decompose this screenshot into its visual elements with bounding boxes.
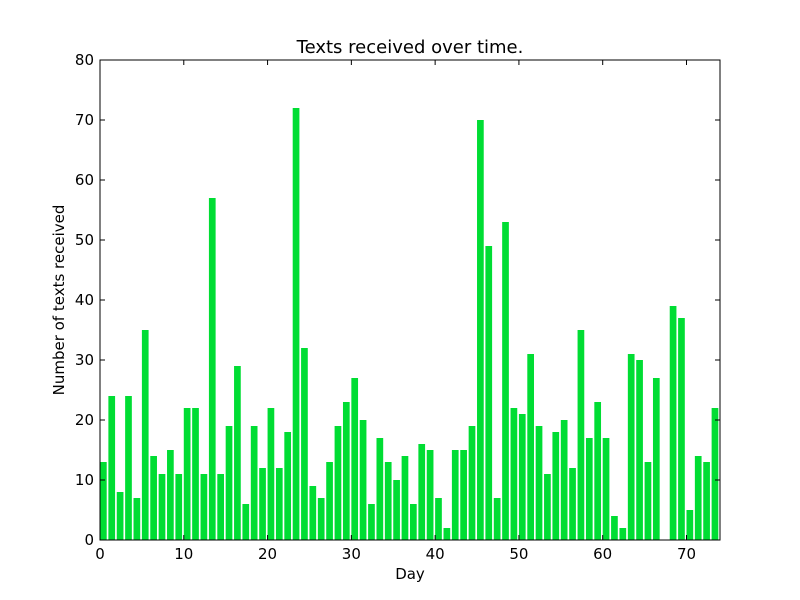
bar xyxy=(594,402,602,540)
bar xyxy=(451,450,459,540)
bar xyxy=(493,498,501,540)
y-tick-label: 30 xyxy=(75,351,94,369)
y-tick-label: 80 xyxy=(75,51,94,69)
y-tick-label: 70 xyxy=(75,111,94,129)
bar xyxy=(527,354,534,540)
y-axis-label: Number of texts received xyxy=(50,205,68,396)
x-tick-label: 60 xyxy=(593,545,612,563)
x-tick-label: 10 xyxy=(174,545,193,563)
bar xyxy=(334,426,342,540)
bar xyxy=(158,474,166,540)
bar xyxy=(711,408,719,540)
x-tick-label: 20 xyxy=(258,545,277,563)
bar xyxy=(393,480,400,540)
bar xyxy=(611,516,618,540)
bar xyxy=(694,456,702,540)
x-tick-label: 30 xyxy=(342,545,361,563)
y-tick-label: 50 xyxy=(75,231,94,249)
bar xyxy=(351,378,359,540)
bar xyxy=(619,528,627,540)
bar xyxy=(183,408,191,540)
bar xyxy=(502,222,509,540)
bar xyxy=(259,468,266,540)
bar xyxy=(552,432,560,540)
x-tick-label: 40 xyxy=(426,545,445,563)
chart-title: Texts received over time. xyxy=(296,37,524,58)
x-axis-ticks: 0 10 20 30 40 50 60 70 xyxy=(95,60,696,563)
bar xyxy=(275,468,283,540)
bar xyxy=(242,504,250,540)
bar xyxy=(652,378,660,540)
bar xyxy=(577,330,585,540)
bar xyxy=(150,456,157,540)
bar xyxy=(703,462,710,540)
bar xyxy=(116,492,124,540)
bar xyxy=(125,396,132,540)
bar xyxy=(560,420,568,540)
bar xyxy=(192,408,199,540)
bar xyxy=(669,306,677,540)
bar xyxy=(644,462,652,540)
bar xyxy=(141,330,149,540)
bar xyxy=(477,120,484,540)
bar xyxy=(636,360,643,540)
bar xyxy=(686,510,694,540)
bar xyxy=(167,450,174,540)
bar xyxy=(342,402,350,540)
x-axis-label: Day xyxy=(395,565,425,583)
bar xyxy=(485,246,493,540)
bar xyxy=(678,318,685,540)
bar xyxy=(250,426,258,540)
bar xyxy=(100,462,107,540)
bar xyxy=(309,486,317,540)
bar xyxy=(426,450,434,540)
bar xyxy=(368,504,375,540)
bar xyxy=(175,474,183,540)
bar xyxy=(326,462,333,540)
bar xyxy=(359,420,367,540)
bar xyxy=(384,462,392,540)
bar xyxy=(510,408,518,540)
bar xyxy=(301,348,308,540)
y-tick-label: 20 xyxy=(75,411,94,429)
bar xyxy=(234,366,241,540)
bar xyxy=(225,426,233,540)
bar xyxy=(208,198,216,540)
bar xyxy=(443,528,451,540)
y-tick-label: 10 xyxy=(75,471,94,489)
bar xyxy=(217,474,224,540)
x-tick-label: 70 xyxy=(677,545,696,563)
bar xyxy=(317,498,325,540)
bar xyxy=(435,498,442,540)
y-tick-label: 0 xyxy=(84,531,94,549)
y-tick-label: 40 xyxy=(75,291,94,309)
bar xyxy=(569,468,576,540)
bar xyxy=(468,426,476,540)
x-tick-label: 50 xyxy=(509,545,528,563)
bar xyxy=(376,438,384,540)
y-axis-ticks: 0 10 20 30 40 50 60 70 80 xyxy=(75,51,720,549)
bar xyxy=(401,456,409,540)
bar xyxy=(108,396,116,540)
bar xyxy=(535,426,543,540)
bars-group xyxy=(100,108,719,540)
bar xyxy=(460,450,467,540)
bar xyxy=(585,438,593,540)
bar xyxy=(627,354,635,540)
x-tick-label: 0 xyxy=(95,545,105,563)
bar xyxy=(200,474,208,540)
bar xyxy=(602,438,610,540)
bar xyxy=(284,432,292,540)
bar xyxy=(418,444,426,540)
bar xyxy=(518,414,526,540)
bar xyxy=(410,504,417,540)
bar xyxy=(292,108,300,540)
y-tick-label: 60 xyxy=(75,171,94,189)
bar xyxy=(267,408,275,540)
bar xyxy=(544,474,551,540)
bar xyxy=(133,498,141,540)
